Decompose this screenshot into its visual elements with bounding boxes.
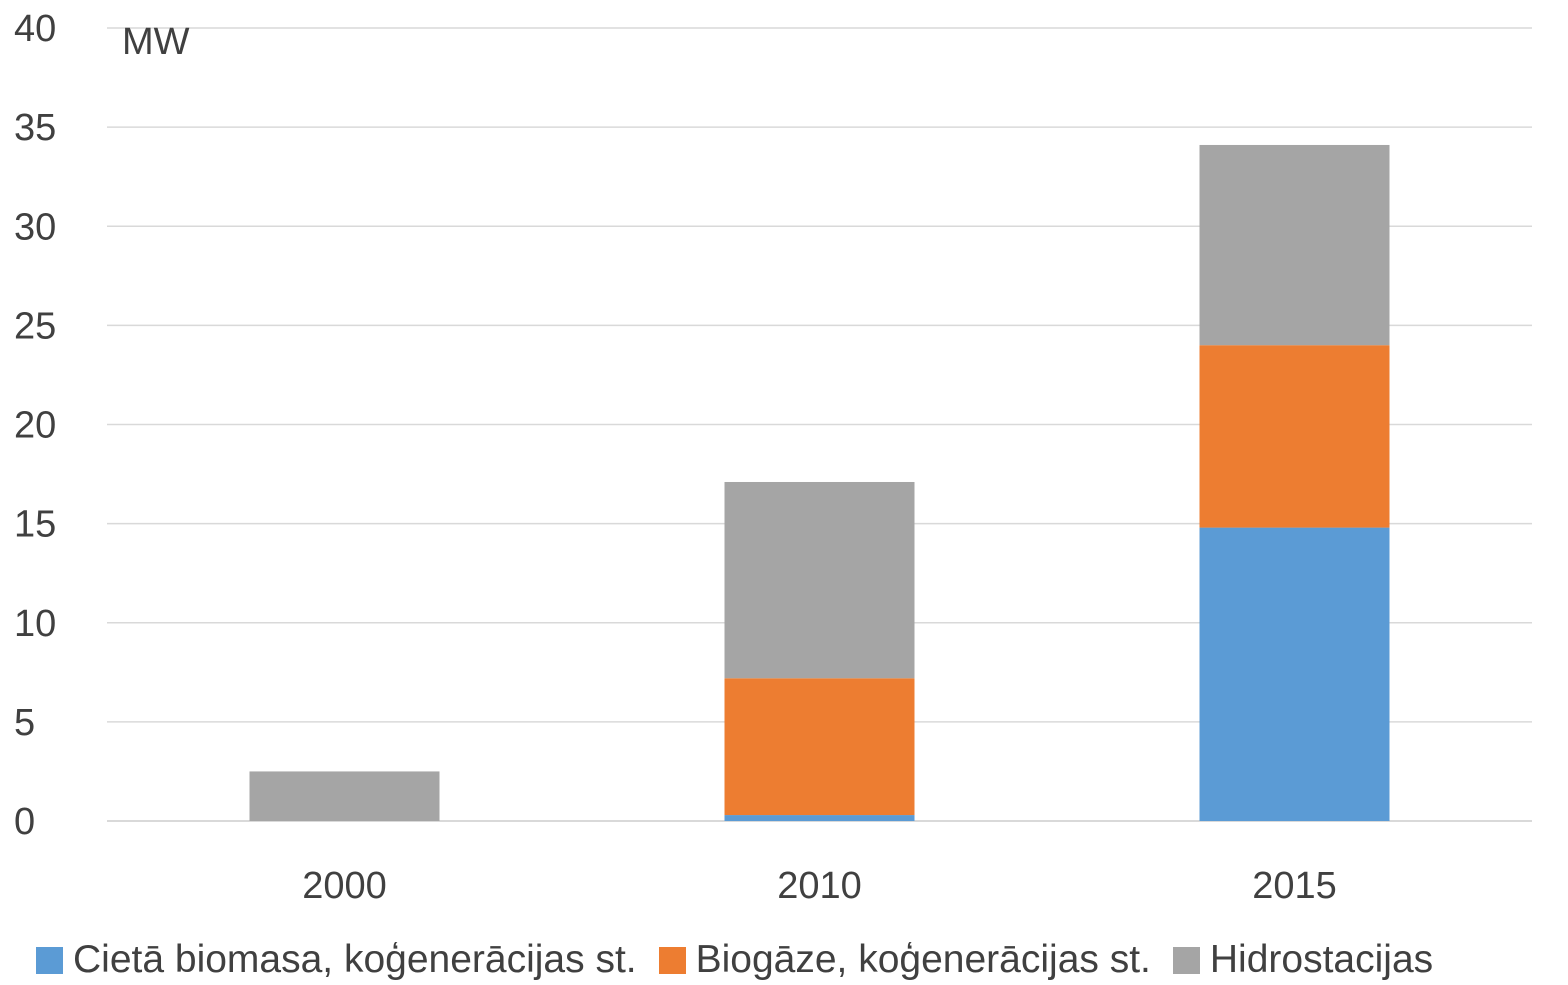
legend-item-biogas: Biogāze, koģenerācijas st. — [658, 938, 1151, 982]
y-tick-label: 10 — [14, 603, 56, 645]
bar-segment — [724, 481, 915, 679]
y-tick-label: 20 — [14, 405, 56, 447]
bars — [249, 144, 1390, 821]
legend-swatch — [1172, 946, 1200, 974]
legend-item-solid-biomass: Cietā biomasa, koģenerācijas st. — [36, 938, 637, 982]
bar-segment — [724, 815, 915, 821]
bar-segment — [1199, 144, 1390, 346]
bar-segment — [1199, 345, 1390, 528]
y-axis-ticks: 0 5 10 15 20 25 30 35 40 — [14, 8, 56, 843]
x-tick-label: 2015 — [1252, 865, 1337, 907]
y-tick-label: 40 — [14, 8, 56, 50]
bar-segment — [724, 678, 915, 816]
y-tick-label: 0 — [14, 801, 35, 843]
y-tick-label: 35 — [14, 107, 56, 149]
bar-segment — [249, 771, 440, 821]
bar-segment — [1199, 527, 1390, 821]
x-axis-ticks: 2000 2010 2015 — [302, 865, 1337, 907]
legend-label: Hidrostacijas — [1209, 938, 1434, 981]
legend: Cietā biomasa, koģenerācijas st. Biogāze… — [36, 938, 1455, 982]
legend-label: Biogāze, koģenerācijas st. — [695, 938, 1151, 981]
legend-swatch — [36, 946, 63, 974]
x-tick-label: 2000 — [302, 865, 387, 907]
x-tick-label: 2010 — [777, 865, 862, 907]
y-tick-label: 25 — [14, 305, 56, 347]
legend-item-hydro: Hidrostacijas — [1172, 938, 1434, 982]
legend-swatch — [658, 946, 686, 974]
y-tick-label: 15 — [14, 504, 56, 546]
y-axis-unit-label: MW — [122, 21, 190, 63]
legend-label: Cietā biomasa, koģenerācijas st. — [73, 938, 637, 981]
y-tick-label: 30 — [14, 206, 56, 248]
stacked-bar-chart: 0 5 10 15 20 25 30 35 40 2000 2010 2015 MW — [14, 8, 1532, 907]
y-tick-label: 5 — [14, 702, 35, 744]
